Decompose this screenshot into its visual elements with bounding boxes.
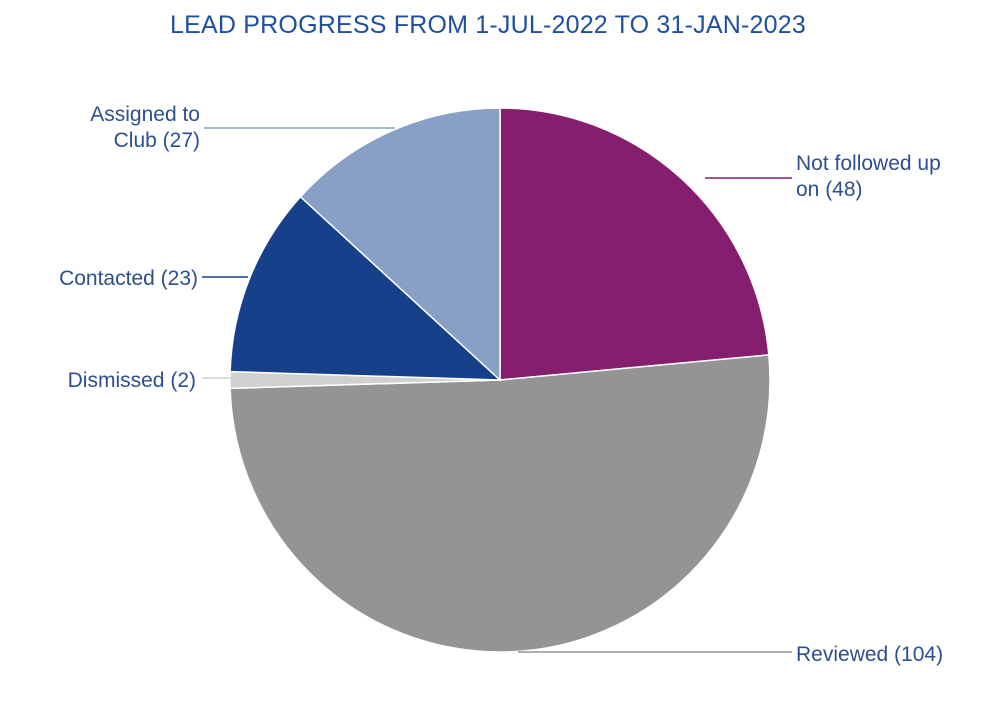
slice-label-line: Club (27)	[114, 129, 200, 152]
slice-label-contacted: Contacted (23)	[59, 267, 198, 290]
pie-slice-reviewed	[229, 354, 771, 653]
slice-labels: Not followed up on (48) Reviewed (104) Dism…	[59, 103, 943, 666]
leader-lines	[202, 127, 792, 653]
slice-label-line: on (48)	[796, 178, 863, 201]
pie-slice-not-followed-up-on	[499, 107, 770, 381]
pie-slices	[229, 107, 771, 653]
slice-label-not-followed-up-on: Not followed up on (48)	[796, 152, 941, 201]
chart-title: LEAD PROGRESS FROM 1-JUL-2022 TO 31-JAN-…	[170, 11, 806, 39]
slice-label-line: Assigned to	[90, 103, 200, 126]
slice-label-assigned-to-club: Assigned to Club (27)	[90, 103, 200, 152]
slice-label-dismissed: Dismissed (2)	[68, 369, 196, 392]
pie-slice-contacted	[229, 195, 502, 381]
slice-label-line: Reviewed (104)	[796, 643, 943, 666]
pie-slice-assigned-to-club	[299, 107, 501, 382]
slice-label-line: Contacted (23)	[59, 267, 198, 290]
slice-label-line: Dismissed (2)	[68, 369, 196, 392]
slice-label-line: Not followed up	[796, 152, 941, 175]
slice-label-reviewed: Reviewed (104)	[796, 643, 943, 666]
